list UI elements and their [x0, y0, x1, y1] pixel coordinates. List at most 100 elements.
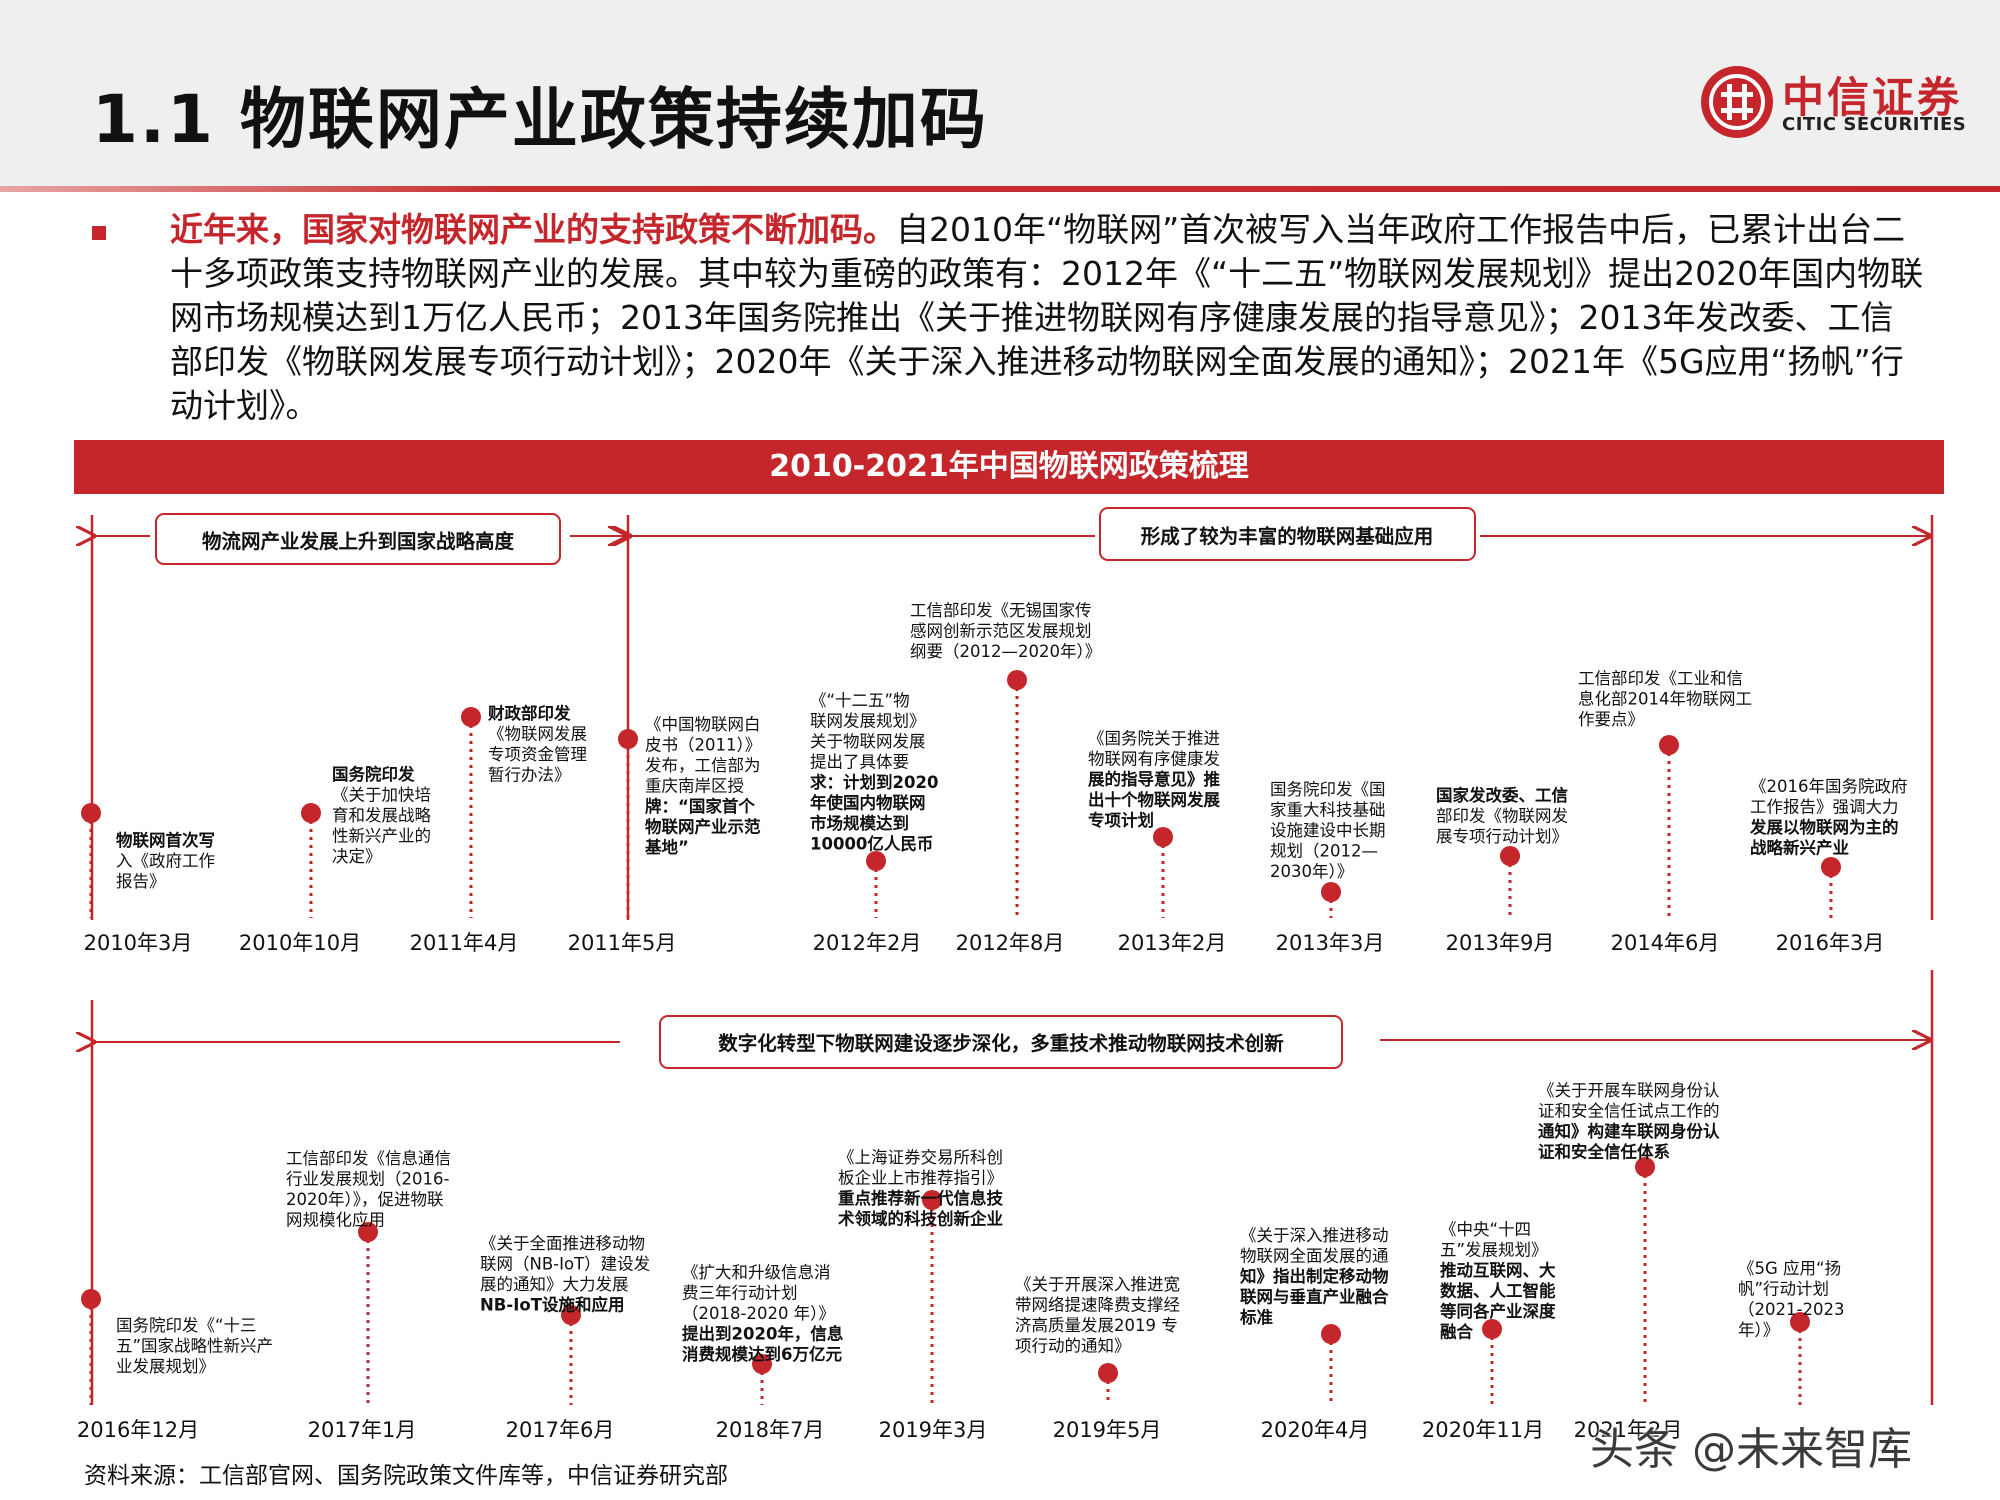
event-line: 展的指导意见》推: [1088, 769, 1221, 789]
event-line: 规划（2012—: [1270, 842, 1378, 861]
event-line: 融合: [1440, 1322, 1474, 1342]
event-date: 2010年10月: [239, 931, 361, 955]
event-description: 《关于深入推进移动物联网全面发展的通知》指出制定移动物联网与垂直产业融合标准: [1240, 1226, 1389, 1327]
event-line: 决定》: [332, 847, 382, 866]
event-description: 财政部印发《物联网发展专项资金管理暂行办法》: [487, 703, 587, 785]
event-dot: [922, 1190, 942, 1210]
intro-paragraph: 近年来，国家对物联网产业的支持政策不断加码。自2010年“物联网”首次被写入当年…: [170, 208, 1925, 428]
event-line: 暂行办法》: [488, 766, 571, 785]
event-line: 市场规模达到: [810, 813, 909, 833]
event-line: （2018-2020 年）》: [682, 1304, 835, 1323]
event-line: 《5G 应用“扬: [1738, 1259, 1841, 1278]
event-line: 发布，工信部为: [645, 756, 761, 775]
event-line: 国务院印发《“十三: [116, 1316, 257, 1335]
event-date: 2014年6月: [1611, 931, 1720, 955]
event-line: 五”发展规划》: [1440, 1241, 1548, 1260]
event-description: 《关于开展深入推进宽带网络提速降费支撑经济高质量发展2019 专项行动的通知》: [1015, 1275, 1180, 1356]
event-description: 物联网首次写入《政府工作报告》: [116, 830, 215, 891]
event-line: （2021-2023: [1738, 1300, 1844, 1319]
event-date: 2013年2月: [1118, 931, 1227, 955]
event-description: 工信部印发《信息通信行业发展规划（2016-2020年）》，促进物联网规模化应用: [286, 1149, 451, 1230]
event-line: 标准: [1240, 1307, 1274, 1327]
event-line: 展的通知》大力发展: [480, 1275, 629, 1294]
page-title: 1.1 物联网产业政策持续加码: [92, 81, 988, 158]
event-date: 2019年3月: [879, 1418, 988, 1442]
event-dot: [1321, 1324, 1341, 1344]
phase-box: [1099, 507, 1476, 561]
event-line: 推动互联网、大: [1440, 1260, 1556, 1280]
event-line: 板企业上市推荐指引》: [838, 1169, 1003, 1188]
event-line: 部印发《物联网发: [1436, 807, 1568, 826]
event-date: 2021年2月: [1574, 1418, 1683, 1442]
event-line: 年）》: [1738, 1321, 1779, 1340]
event-description: 《扩大和升级信息消费三年行动计划（2018-2020 年）》提出到2020年，信…: [682, 1263, 843, 1364]
event-line: 《关于全面推进移动物: [480, 1234, 645, 1253]
intro-body: 自2010年“物联网”首次被写入当年政府工作报告中后，已累计出台二十多项政策支持…: [170, 210, 1924, 425]
timeline-banner: 2010-2021年中国物联网政策梳理: [74, 440, 1944, 494]
event-date: 2017年1月: [308, 1418, 417, 1442]
event-line: 息化部2014年物联网工: [1578, 690, 1752, 709]
event-date: 2019年5月: [1053, 1418, 1162, 1442]
event-line: 报告》: [116, 872, 166, 891]
event-description: 《关于全面推进移动物联网（NB-IoT）建设发展的通知》大力发展 NB-IoT设施…: [480, 1234, 650, 1315]
event-line: 出十个物联网发展: [1088, 790, 1221, 810]
header-divider: [0, 186, 2000, 192]
event-line: 育和发展战略: [332, 806, 432, 825]
event-line: 物联网全面发展的通: [1240, 1247, 1389, 1266]
event-line: 牌：“国家首个: [645, 796, 755, 816]
event-dot: [618, 729, 638, 749]
phase-label: 物流网产业发展上升到国家战略高度: [202, 530, 515, 553]
event-line: 带网络提速降费支撑经: [1015, 1296, 1180, 1315]
intro-highlight: 近年来，国家对物联网产业的支持政策不断加码。: [170, 210, 896, 249]
event-line: 业发展规划》: [116, 1357, 215, 1376]
event-line: 2030年）》: [1270, 862, 1353, 881]
event-dot: [1153, 827, 1173, 847]
event-line: 皮书（2011）》: [645, 736, 761, 755]
event-dot: [866, 851, 886, 871]
event-line: 《关于加快培: [332, 786, 431, 805]
header-bar: [0, 0, 2000, 186]
event-description: 《国务院关于推进物联网有序健康发展的指导意见》推出十个物联网发展专项计划: [1088, 729, 1221, 830]
timeline-title: 2010-2021年中国物联网政策梳理: [769, 449, 1249, 484]
event-description: 国务院印发《关于加快培育和发展战略性新兴产业的决定》: [332, 764, 432, 866]
phase-label: 数字化转型下物联网建设逐步深化，多重技术推动物联网技术创新: [718, 1032, 1284, 1055]
event-line: 工信部印发《工业和信: [1578, 669, 1743, 688]
event-line: 证和安全信任试点工作的: [1538, 1102, 1720, 1121]
event-line: 行业发展规划（2016-: [286, 1170, 449, 1189]
event-date: 2013年9月: [1446, 931, 1555, 955]
citic-logo: 中信证券 CITIC SECURITIES: [1697, 62, 1967, 142]
event-description: 《“十二五”物联网发展规划》关于物联网发展提出了具体要求：计划到2020 年使国内…: [810, 691, 938, 854]
phase-label: 形成了较为丰富的物联网基础应用: [1141, 525, 1434, 548]
citic-emblem-icon: [1701, 66, 1773, 138]
event-description: 国家发改委、工信部印发《物联网发展专项行动计划》: [1436, 785, 1568, 846]
event-line: 提出了具体要: [810, 753, 909, 772]
event-line: 财政部印发: [487, 703, 571, 723]
event-dot: [1790, 1312, 1810, 1332]
event-description: 《中国物联网白皮书（2011）》发布，工信部为重庆南岸区授牌：“国家首个物联网产…: [645, 715, 761, 857]
event-description: 国务院印发《国家重大科技基础设施建设中长期规划（2012— 2030年）》: [1270, 780, 1386, 881]
event-date: 2017年6月: [506, 1418, 615, 1442]
event-date: 2011年5月: [568, 931, 677, 955]
event-line: 《扩大和升级信息消: [682, 1263, 831, 1282]
event-date: 2020年4月: [1261, 1418, 1370, 1442]
event-description: 《5G 应用“扬帆”行动计划（2021-2023 年）》: [1738, 1259, 1844, 1340]
event-line: 提出到2020年，信息: [682, 1324, 843, 1344]
event-line: 知》指出制定移动物: [1240, 1266, 1389, 1286]
event-date: 2012年8月: [956, 931, 1065, 955]
event-line: 《关于开展深入推进宽: [1015, 1275, 1180, 1294]
event-line: 联网发展规划》: [810, 712, 926, 731]
event-dot: [1500, 846, 1520, 866]
event-line: 家重大科技基础: [1270, 801, 1386, 820]
event-line: 专项计划: [1088, 810, 1154, 830]
event-dot: [1635, 1157, 1655, 1177]
event-description: 工信部印发《无锡国家传感网创新示范区发展规划纲要（2012—2020年）》: [910, 601, 1101, 661]
event-line: 工作报告》强调大力: [1750, 798, 1899, 817]
event-line: 费三年行动计划: [682, 1284, 798, 1303]
event-line: 联网（NB-IoT）建设发: [480, 1255, 650, 1274]
event-dot: [1098, 1363, 1118, 1383]
bullet-icon: [92, 226, 106, 240]
event-line: 物联网首次写: [116, 830, 215, 850]
event-line: 济高质量发展2019 专: [1015, 1316, 1178, 1335]
event-line: 物联网产业示范: [645, 817, 761, 837]
event-line: 五”国家战略性新兴产: [116, 1337, 273, 1356]
